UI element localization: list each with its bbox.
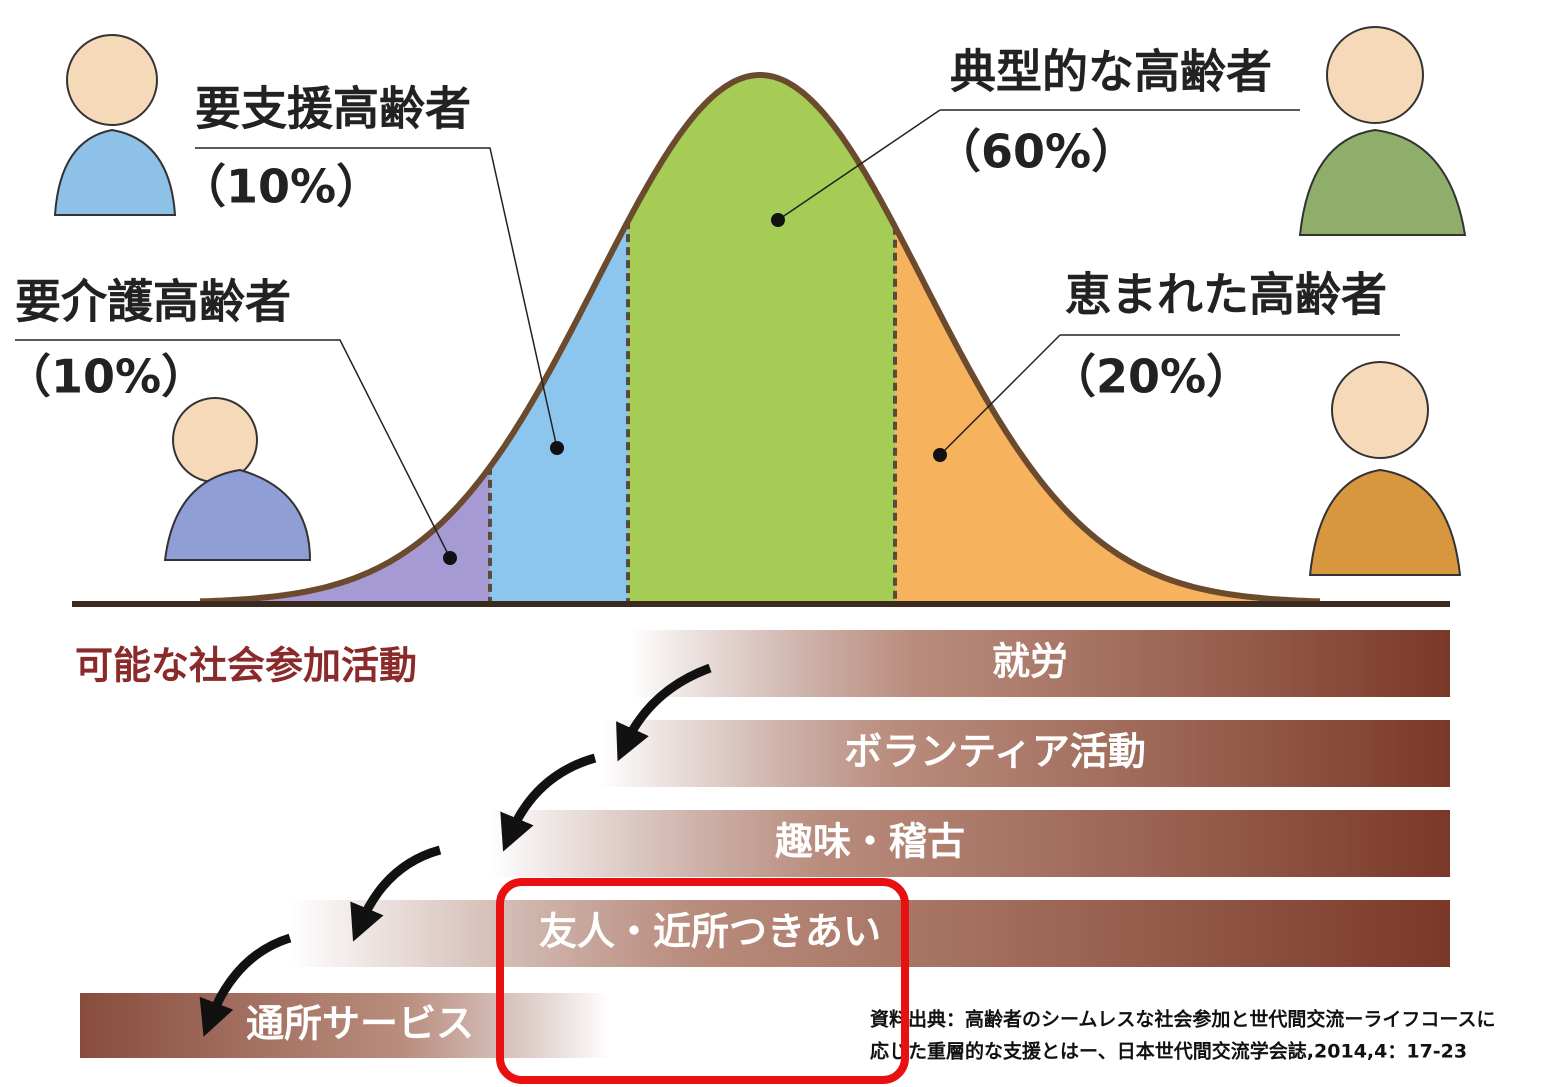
- diagram: 要介護高齢者 （10%） 要支援高齢者 （10%） 典型的な高齢者 （60%） …: [0, 0, 1541, 1087]
- group-share: （10%）: [5, 350, 207, 404]
- activity-label: 通所サービス: [246, 1002, 474, 1046]
- group-label: 要介護高齢者: [15, 275, 291, 329]
- source-line: 応じた重層的な支援とはー、日本世代間交流学会誌,2014,4：17-23: [870, 1040, 1467, 1063]
- activity-label: 就労: [992, 640, 1068, 684]
- curve-region: [490, 221, 628, 603]
- bar: [490, 810, 1450, 877]
- bell-curve: [200, 75, 1320, 603]
- source-line: 資料出典：高齢者のシームレスな社会参加と世代間交流ーライフコースに: [870, 1008, 1495, 1031]
- group-share: （20%）: [1050, 350, 1252, 404]
- activity-label: ボランティア活動: [844, 730, 1146, 774]
- group-label: 要支援高齢者: [195, 82, 471, 136]
- activity-label: 趣味・稽古: [775, 820, 965, 864]
- group-label: 恵まれた高齢者: [1065, 268, 1387, 322]
- activities-title: 可能な社会参加活動: [75, 644, 417, 688]
- group-share: （60%）: [935, 125, 1137, 179]
- group-label: 典型的な高齢者: [950, 45, 1272, 99]
- group-share: （10%）: [180, 160, 382, 214]
- activity-label: 友人・近所つきあい: [539, 910, 881, 954]
